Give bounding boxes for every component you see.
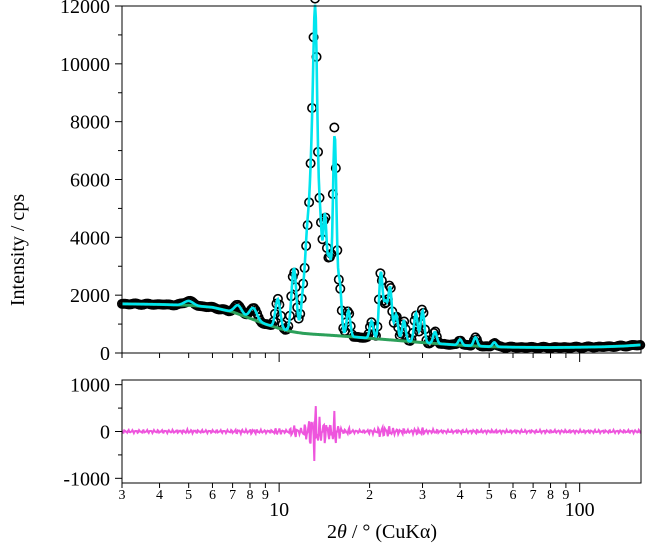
x-minor-tick-label: 6 <box>509 488 516 503</box>
x-minor-tick-label: 7 <box>530 488 537 503</box>
main-y-axis: 0 2000 4000 6000 8000 10000 12000 <box>60 0 122 365</box>
x-axis-title: 2θ / ° (CuKα) <box>327 521 437 543</box>
x-minor-tick-label: 6 <box>209 488 216 503</box>
y-tick-label: 10000 <box>60 54 110 76</box>
x-minor-tick-label: 3 <box>119 488 126 503</box>
y-axis-title: Intensity / cps <box>7 194 29 306</box>
observed-point <box>310 0 320 4</box>
x-minor-tick-label: 3 <box>419 488 426 503</box>
y-tick-label: 0 <box>100 343 110 365</box>
y-tick-label: 8000 <box>70 112 110 134</box>
x-minor-tick-label: 9 <box>562 488 569 503</box>
x-axis-title-theta: θ <box>337 521 347 543</box>
y-tick-label: 2000 <box>70 285 110 307</box>
x-minor-tick-label: 5 <box>185 488 192 503</box>
x-major-tick-label: 10 <box>269 499 289 521</box>
difference-plot-panel: -1000 0 1000 <box>63 375 642 490</box>
y-tick-label: 4000 <box>70 227 110 249</box>
observed-point <box>329 122 340 133</box>
x-minor-tick-label: 5 <box>486 488 493 503</box>
x-minor-tick-label: 4 <box>156 488 163 503</box>
x-minor-tick-label: 8 <box>547 488 554 503</box>
difference-series-group <box>121 406 642 461</box>
main-series-group <box>117 0 646 354</box>
y-tick-label: 12000 <box>60 0 110 18</box>
main-plot-panel: 0 2000 4000 6000 8000 10000 12000 <box>60 0 646 365</box>
difference-curve <box>121 406 642 461</box>
x-minor-tick-label: 2 <box>366 488 373 503</box>
x-minor-tick-label: 9 <box>262 488 269 503</box>
calculated-curve <box>121 4 642 349</box>
diff-y-tick-label: 1000 <box>70 375 110 397</box>
diff-y-tick-label: 0 <box>100 422 110 444</box>
x-minor-tick-label: 8 <box>247 488 254 503</box>
x-minor-tick-label: 7 <box>229 488 236 503</box>
x-axis-title-prefix: 2 <box>327 521 337 543</box>
diff-y-tick-label: -1000 <box>63 468 110 490</box>
x-axis-title-suffix: / ° (CuKα) <box>347 521 437 543</box>
observed-point <box>470 332 481 343</box>
observed-point <box>249 303 260 314</box>
y-tick-label: 6000 <box>70 170 110 192</box>
difference-y-axis: -1000 0 1000 <box>63 375 122 490</box>
x-major-tick-label: 100 <box>565 499 595 521</box>
x-minor-tick-label: 4 <box>457 488 464 503</box>
